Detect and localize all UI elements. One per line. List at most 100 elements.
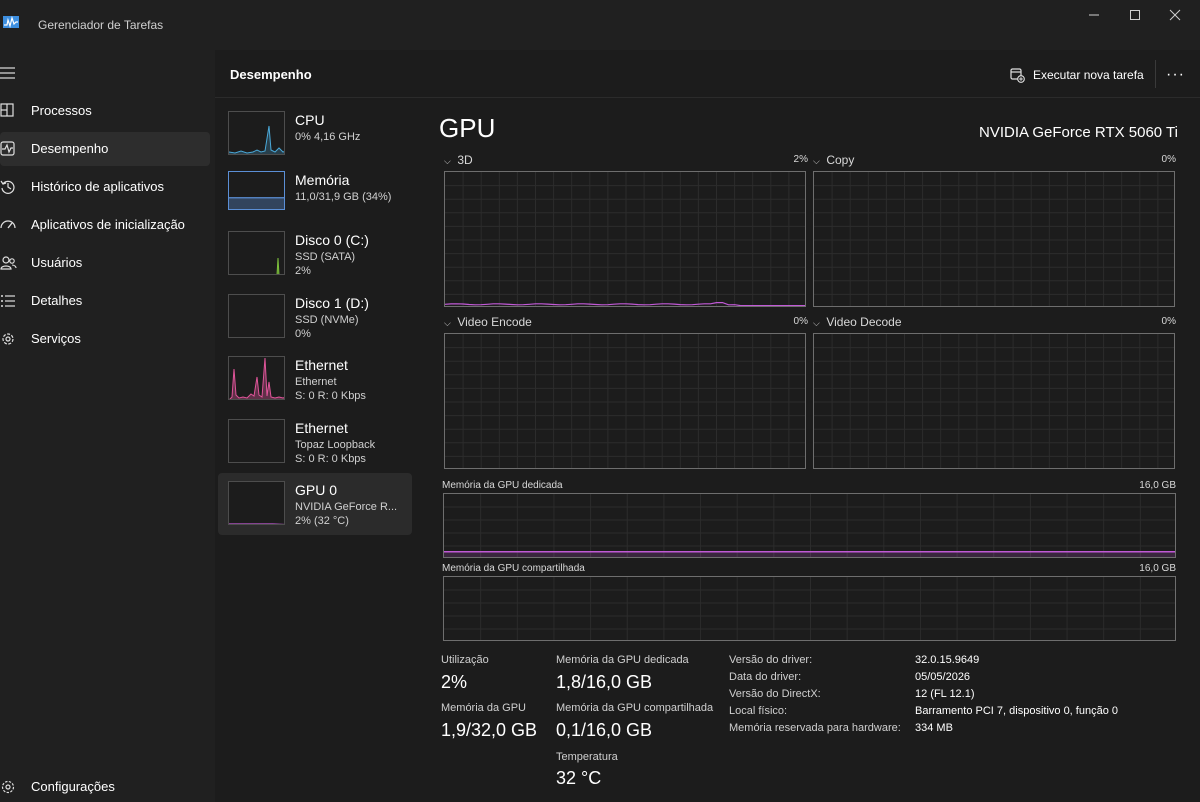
graph-video-decode — [813, 333, 1175, 469]
engine-percent: 0% — [793, 316, 808, 327]
sidebar-item-label: Desempenho — [31, 141, 109, 156]
physical-location-value: Barramento PCI 7, dispositivo 0, função … — [915, 705, 1118, 717]
sidebar-item-app-history[interactable]: Histórico de aplicativos — [0, 170, 210, 204]
device-item-disk-1[interactable]: Disco 1 (D:) SSD (NVMe) 0% — [218, 286, 412, 348]
minimize-button[interactable] — [1071, 0, 1117, 30]
device-detail: 11,0/31,9 GB (34%) — [295, 191, 392, 203]
sidebar-item-startup-apps[interactable]: Aplicativos de inicialização — [0, 208, 210, 242]
sidebar-item-services[interactable]: Serviços — [0, 322, 210, 356]
maximize-button[interactable] — [1112, 0, 1158, 30]
users-icon — [0, 256, 17, 270]
ethernet-sparkline — [229, 357, 284, 399]
device-item-cpu[interactable]: CPU 0% 4,16 GHz — [218, 103, 412, 165]
device-thumbnail — [228, 356, 285, 400]
engine-selector-video-encode[interactable]: ⌵ Video Encode — [444, 315, 532, 329]
chevron-down-icon: ⌵ — [813, 318, 820, 328]
device-detail: 2% — [295, 265, 311, 277]
graph-video-encode — [444, 333, 806, 469]
gpu-memory-value: 1,9/32,0 GB — [441, 720, 538, 740]
usage-line — [445, 302, 805, 306]
device-detail: 2% (32 °C) — [295, 515, 349, 527]
hamburger-menu-icon[interactable] — [0, 64, 20, 82]
performance-icon — [0, 141, 15, 156]
sidebar-item-label: Usuários — [31, 255, 83, 270]
device-detail: S: 0 R: 0 Kbps — [295, 390, 366, 402]
device-name: Disco 0 (C:) — [295, 232, 369, 248]
device-detail: NVIDIA GeForce R... — [295, 501, 398, 513]
startup-icon — [0, 220, 16, 229]
device-thumbnail — [228, 294, 285, 338]
processes-icon — [0, 103, 14, 117]
sidebar-item-label: Histórico de aplicativos — [31, 179, 164, 194]
settings-gear-icon — [1, 780, 15, 794]
graph-copy — [813, 171, 1175, 307]
engine-selector-3d[interactable]: ⌵ 3D — [444, 153, 473, 167]
reserved-memory-label: Memória reservada para hardware: — [729, 722, 901, 734]
sidebar-item-settings[interactable]: Configurações — [0, 770, 210, 802]
engine-label: 3D — [457, 153, 473, 167]
device-detail: SSD (NVMe) — [295, 314, 359, 326]
chevron-down-icon: ⌵ — [444, 318, 451, 328]
engine-selector-copy[interactable]: ⌵ Copy — [813, 153, 854, 167]
sidebar-item-label: Configurações — [31, 779, 115, 794]
engine-label: Video Encode — [457, 315, 532, 329]
sidebar-item-label: Detalhes — [31, 293, 83, 308]
device-name: GPU 0 — [295, 482, 338, 498]
shared-memory-stat-label: Memória da GPU compartilhada — [556, 702, 714, 714]
temperature-label: Temperatura — [556, 751, 618, 763]
maximize-icon — [1130, 10, 1140, 20]
sidebar-item-performance[interactable]: Desempenho — [0, 132, 210, 166]
directx-version-value: 12 (FL 12.1) — [915, 688, 975, 700]
sidebar-item-label: Serviços — [31, 331, 81, 346]
driver-date-label: Data do driver: — [729, 671, 802, 683]
run-task-label: Executar nova tarefa — [1033, 68, 1144, 82]
disk0-sparkline — [276, 257, 280, 274]
task-manager-app-icon — [3, 16, 19, 28]
details-icon — [1, 295, 15, 307]
sidebar-item-users[interactable]: Usuários — [0, 246, 210, 280]
dedicated-memory-stat-value: 1,8/16,0 GB — [556, 672, 653, 692]
device-item-ethernet-2[interactable]: Ethernet Topaz Loopback S: 0 R: 0 Kbps — [218, 411, 412, 473]
sidebar: Processos Desempenho Histórico de aplica… — [0, 50, 215, 802]
device-item-ethernet-1[interactable]: Ethernet Ethernet S: 0 R: 0 Kbps — [218, 348, 412, 410]
close-icon — [1169, 9, 1181, 21]
memory-fill-chart — [229, 197, 284, 209]
graph-3d — [444, 171, 806, 307]
window-title: Gerenciador de Tarefas — [38, 18, 164, 32]
gpu-sparkline — [229, 523, 284, 524]
device-item-gpu-0[interactable]: GPU 0 NVIDIA GeForce R... 2% (32 °C) — [218, 473, 412, 535]
device-thumbnail — [228, 481, 285, 525]
device-detail: SSD (SATA) — [295, 251, 356, 263]
run-new-task-button[interactable]: Executar nova tarefa — [1010, 64, 1144, 86]
run-task-icon — [1010, 67, 1025, 83]
device-detail: 0% — [295, 328, 311, 340]
utilization-label: Utilização — [441, 654, 489, 666]
cpu-sparkline — [229, 125, 284, 154]
shared-memory-max: 16,0 GB — [1139, 563, 1176, 574]
page-title: Desempenho — [230, 67, 312, 82]
sidebar-item-details[interactable]: Detalhes — [0, 284, 210, 318]
temperature-value: 32 °C — [556, 768, 602, 788]
sidebar-item-label: Processos — [31, 103, 92, 118]
engine-selector-video-decode[interactable]: ⌵ Video Decode — [813, 315, 902, 329]
close-button[interactable] — [1152, 0, 1198, 30]
device-item-disk-0[interactable]: Disco 0 (C:) SSD (SATA) 2% — [218, 223, 412, 285]
device-item-memory[interactable]: Memória 11,0/31,9 GB (34%) — [218, 163, 412, 225]
graph-shared-memory — [443, 576, 1176, 641]
physical-location-label: Local físico: — [729, 705, 788, 717]
device-detail: Ethernet — [295, 376, 337, 388]
sidebar-item-processes[interactable]: Processos — [0, 94, 210, 128]
driver-version-value: 32.0.15.9649 — [915, 654, 980, 666]
engine-percent: 2% — [793, 154, 808, 165]
device-name: Memória — [295, 172, 350, 188]
device-name: CPU — [295, 112, 325, 128]
gpu-title: GPU — [439, 113, 496, 143]
device-name: Ethernet — [295, 420, 348, 436]
reserved-memory-value: 334 MB — [915, 722, 953, 734]
more-options-button[interactable]: ··· — [1166, 66, 1185, 83]
usage-fill — [444, 551, 1175, 557]
device-detail: Topaz Loopback — [295, 439, 376, 451]
device-name: Disco 1 (D:) — [295, 295, 369, 311]
device-detail: 0% 4,16 GHz — [295, 131, 361, 143]
shared-memory-label: Memória da GPU compartilhada — [442, 563, 585, 574]
